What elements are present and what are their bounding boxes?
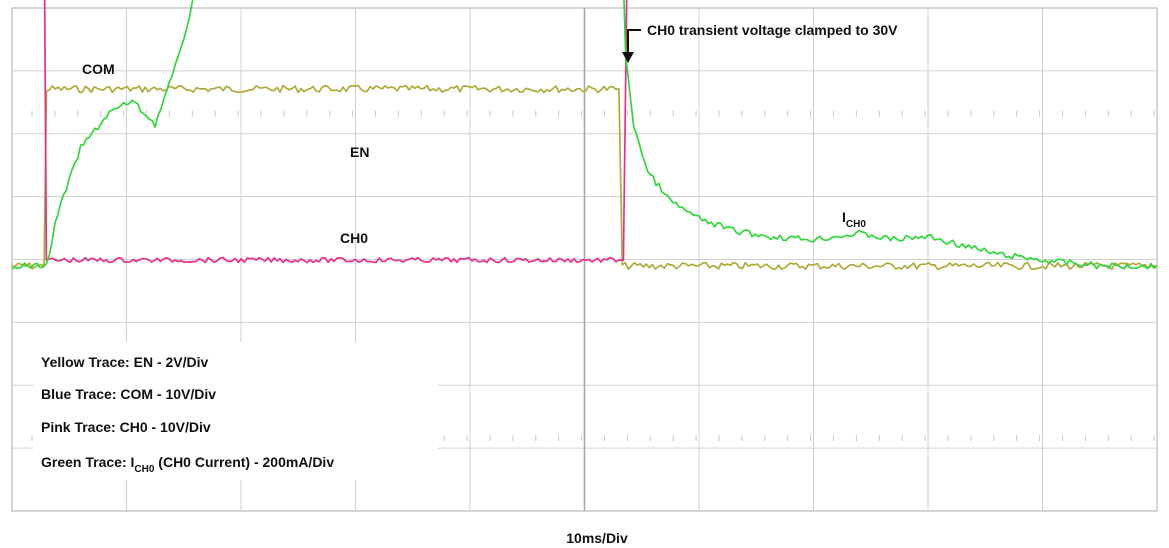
trace-label-ich0-main: I — [842, 209, 846, 225]
trace-label-ich0: ICH0 — [842, 209, 866, 230]
trace-label-ch0: CH0 — [340, 230, 368, 246]
annotation-arrow-line — [627, 29, 641, 54]
trace-labels: COM EN CH0 ICH0 — [82, 61, 866, 246]
legend-green-suffix: (CH0 Current) - 200mA/Div — [154, 454, 334, 470]
legend-background — [33, 342, 438, 480]
legend: Yellow Trace: EN - 2V/Div Blue Trace: CO… — [33, 342, 438, 480]
legend-item-green: Green Trace: ICH0 (CH0 Current) - 200mA/… — [41, 454, 334, 475]
x-scale-label: 10ms/Div — [566, 530, 628, 546]
legend-green-prefix: Green Trace: I — [41, 454, 134, 470]
legend-item-pink: Pink Trace: CH0 - 10V/Div — [41, 419, 211, 435]
legend-item-yellow: Yellow Trace: EN - 2V/Div — [41, 354, 209, 370]
legend-item-blue: Blue Trace: COM - 10V/Div — [41, 386, 216, 402]
trace-label-com: COM — [82, 61, 115, 77]
trace-label-en: EN — [350, 144, 369, 160]
trace-ch0 — [43, 0, 628, 264]
annotation-arrowhead — [622, 52, 634, 63]
trace-i-ch0 — [11, 0, 1158, 270]
trace-label-ich0-sub: CH0 — [846, 219, 866, 230]
trace-en — [11, 84, 1158, 271]
clamp-annotation: CH0 transient voltage clamped to 30V — [622, 22, 898, 63]
traces — [11, 0, 1158, 271]
legend-green-sub: CH0 — [134, 464, 154, 475]
annotation-text: CH0 transient voltage clamped to 30V — [647, 22, 898, 38]
